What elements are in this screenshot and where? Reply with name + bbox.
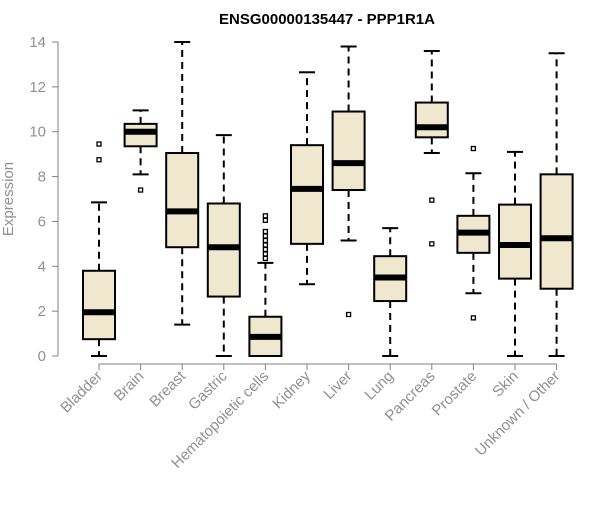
x-tick-label-brain: Brain: [111, 368, 148, 405]
outlier-hematopoietic-cells: [262, 246, 269, 253]
outlier-hematopoietic-cells: [262, 217, 269, 223]
outlier-hematopoietic-cells: [262, 213, 269, 219]
x-tick-label-skin: Skin: [489, 368, 522, 401]
box-bladder: [82, 269, 116, 341]
y-tick-label: 4: [38, 258, 46, 275]
outlier-hematopoietic-cells: [262, 228, 269, 235]
x-tick-label-bladder: Bladder: [57, 368, 106, 417]
x-tick-label-prostate: Prostate: [429, 368, 481, 420]
outlier-prostate: [470, 145, 477, 152]
outlier-prostate: [470, 315, 477, 321]
box-kidney: [290, 144, 324, 245]
x-tick-label-kidney: Kidney: [269, 367, 314, 412]
chart-title: ENSG00000135447 - PPP1R1A: [219, 11, 435, 28]
outlier-hematopoietic-cells: [262, 237, 269, 244]
y-tick-label: 2: [38, 303, 46, 320]
outlier-bladder: [96, 157, 102, 163]
box-pancreas: [414, 101, 449, 139]
outlier-brain: [137, 187, 144, 193]
y-tick-label: 14: [29, 34, 46, 51]
y-tick-label: 0: [38, 348, 46, 365]
y-axis-label: Expression: [0, 162, 17, 236]
outlier-hematopoietic-cells: [262, 233, 269, 239]
x-tick-label-breast: Breast: [146, 367, 189, 410]
outlier-bladder: [96, 141, 102, 147]
box-unknown-other: [539, 173, 574, 290]
x-tick-label-lung: Lung: [361, 368, 397, 404]
outlier-hematopoietic-cells: [262, 242, 269, 248]
y-tick-label: 10: [29, 124, 46, 141]
outlier-pancreas: [429, 197, 435, 203]
outlier-hematopoietic-cells: [262, 251, 269, 257]
y-tick-label: 12: [29, 79, 46, 96]
outlier-liver: [345, 311, 352, 318]
box-skin: [498, 203, 532, 280]
x-tick-label-liver: Liver: [320, 368, 355, 403]
y-tick-label: 6: [38, 213, 46, 230]
outlier-hematopoietic-cells: [262, 255, 269, 262]
box-brain: [123, 122, 158, 148]
box-liver: [331, 110, 366, 192]
outlier-pancreas: [429, 241, 435, 247]
y-tick-label: 8: [38, 169, 46, 186]
box-breast: [165, 152, 200, 249]
